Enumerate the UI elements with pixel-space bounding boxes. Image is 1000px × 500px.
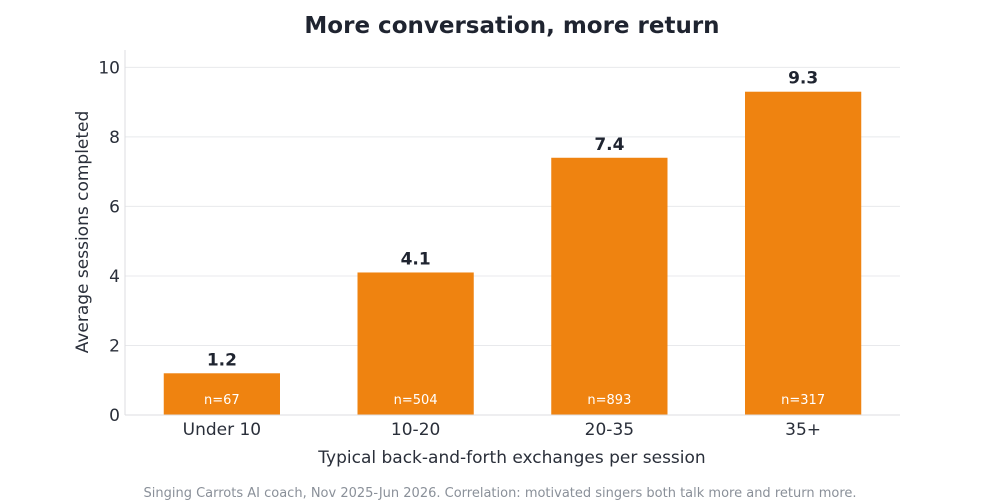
axes: 0 2 4 6 8 10 Under 10 10-20 20-35 35+ [98,50,900,440]
bar-value-label: 9.3 [788,69,818,89]
bar-value-label: 7.4 [594,135,624,155]
bar-sample-size-label: n=67 [204,393,240,408]
bar-value-label: 4.1 [401,249,431,269]
bar [163,373,280,415]
bar-sample-size-label: n=893 [587,393,631,408]
bars [163,91,862,415]
chart-title: More conversation, more return [304,13,719,39]
x-tick-label: 10-20 [391,420,440,440]
y-tick-label: 6 [109,197,120,217]
bar [357,272,474,415]
bar-sample-size-label: n=317 [781,393,825,408]
x-tick-label: 20-35 [585,420,634,440]
y-tick-label: 4 [109,267,120,287]
y-axis-label: Average sessions completed [73,111,93,354]
y-tick-label: 10 [98,58,120,78]
y-tick-label: 8 [109,128,120,148]
bar [745,91,862,415]
y-tick-label: 0 [109,406,120,426]
bar-value-label: 1.2 [207,350,237,370]
y-tick-label: 2 [109,336,120,356]
bar [551,157,668,415]
bar-labels: 1.2 n=67 4.1 n=504 7.4 n=893 9.3 n=317 [204,69,825,408]
footnote: Singing Carrots AI coach, Nov 2025-Jun 2… [143,486,856,500]
x-axis-label: Typical back-and-forth exchanges per ses… [317,448,705,468]
x-tick-label: 35+ [785,420,821,440]
x-tick-label: Under 10 [183,420,262,440]
bar-sample-size-label: n=504 [394,393,438,408]
